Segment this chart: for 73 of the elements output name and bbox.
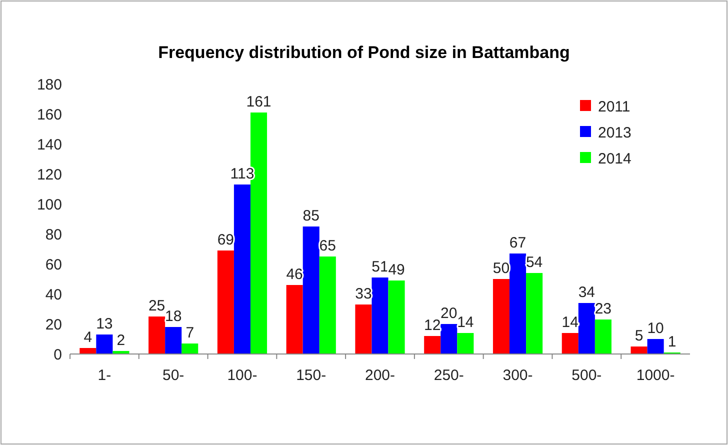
data-label: 13	[96, 316, 113, 332]
y-tick-label: 60	[45, 256, 62, 274]
data-label: 25	[148, 298, 166, 314]
data-label: 34	[578, 284, 596, 301]
y-tick-label: 20	[45, 316, 62, 334]
data-label: 14	[457, 314, 474, 331]
legend-label: 2013	[598, 124, 632, 142]
x-tick-label: 250-	[434, 367, 464, 384]
bar	[630, 346, 648, 354]
data-label: 33	[355, 286, 372, 302]
bar	[165, 327, 182, 354]
bar	[302, 226, 320, 354]
bar	[440, 324, 458, 354]
x-tick-label: 100-	[227, 367, 258, 384]
bar	[594, 320, 612, 354]
bar	[182, 344, 198, 354]
bar	[526, 273, 543, 354]
legend-label: 2011	[598, 98, 630, 116]
bar	[510, 254, 526, 354]
y-tick-label: 40	[45, 286, 62, 304]
x-tick-label: 1-	[98, 367, 112, 384]
data-label: 49	[388, 262, 405, 278]
data-label: 85	[302, 208, 320, 224]
y-tick-label: 100	[36, 196, 62, 214]
bar	[286, 285, 303, 354]
data-label: 2	[116, 332, 126, 349]
data-label: 67	[509, 234, 526, 252]
y-tick-label: 0	[54, 346, 62, 364]
bar	[424, 336, 441, 354]
data-label: 12	[424, 317, 441, 334]
bar	[562, 333, 578, 354]
data-label: 23	[594, 300, 612, 318]
data-label: 161	[246, 94, 272, 110]
bar	[217, 250, 234, 354]
y-tick-label: 120	[36, 166, 62, 184]
bar	[96, 334, 113, 354]
data-label: 1	[668, 334, 676, 350]
bar	[355, 304, 372, 354]
data-label: 4	[84, 329, 92, 346]
x-tick-label: 150-	[296, 367, 326, 384]
y-tick-label: 80	[45, 226, 62, 244]
data-label: 51	[372, 258, 388, 276]
y-tick-label: 160	[36, 106, 62, 124]
bar	[234, 184, 250, 354]
data-label: 18	[164, 308, 182, 325]
legend-label: 2014	[598, 150, 632, 168]
bar	[319, 256, 336, 354]
data-label: 10	[647, 320, 664, 337]
data-label: 54	[526, 254, 543, 271]
data-label: 7	[186, 324, 194, 342]
x-tick-label: 50-	[162, 367, 184, 384]
bar	[388, 280, 405, 354]
chart-title: Frequency distribution of Pond size in Battambang	[158, 43, 570, 62]
y-tick-label: 140	[36, 136, 62, 154]
bar	[80, 348, 96, 354]
data-label: 14	[562, 314, 578, 331]
bar	[372, 278, 388, 354]
x-tick-label: 1000-	[636, 367, 675, 384]
x-tick-label: 300-	[502, 367, 533, 384]
x-tick-label: 500-	[572, 367, 602, 384]
bar	[492, 279, 510, 354]
data-label: 50	[492, 260, 510, 277]
data-label: 65	[319, 238, 336, 254]
data-label: 69	[217, 232, 234, 248]
data-label: 5	[634, 328, 644, 344]
bar	[148, 316, 166, 354]
bar	[578, 303, 595, 354]
x-tick-label: 200-	[364, 367, 396, 384]
bar	[457, 333, 474, 354]
y-tick-label: 180	[36, 76, 62, 94]
data-label: 46	[286, 266, 303, 283]
data-label: 20	[440, 305, 458, 322]
bar	[647, 339, 664, 354]
